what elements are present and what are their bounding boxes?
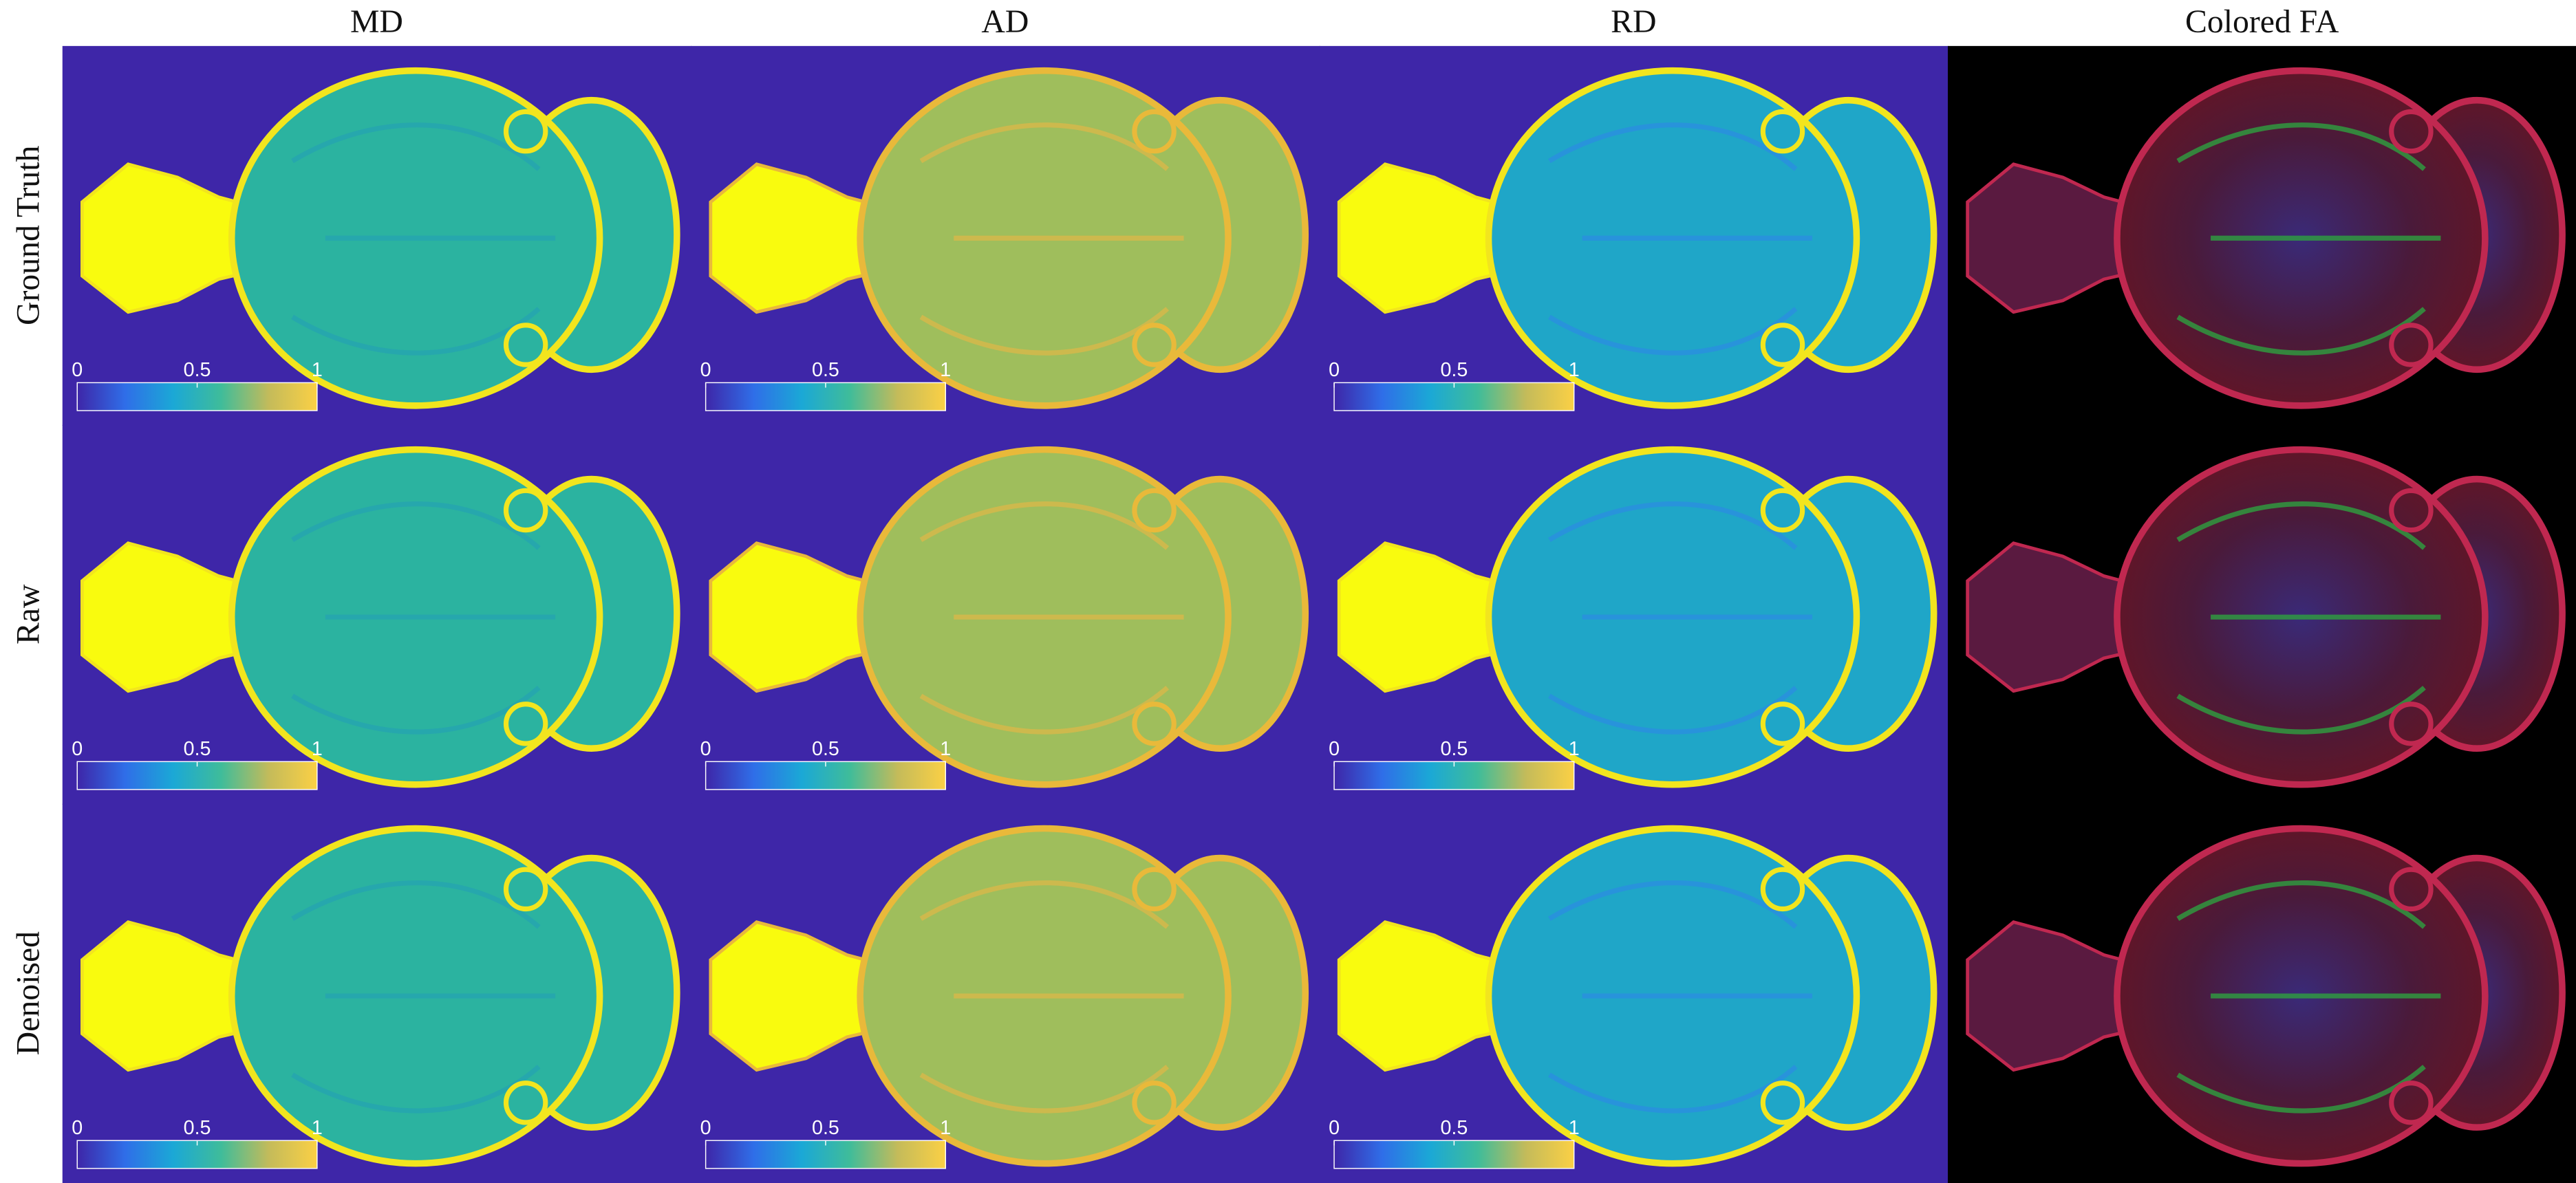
colorbar-tick-label: 1 (940, 1117, 951, 1139)
column-header: MD (350, 3, 403, 40)
colorbar-tick-label: 0.5 (184, 359, 211, 381)
colorbar-tick-label: 0.5 (1440, 359, 1468, 381)
brain-structure (503, 488, 548, 533)
colorbar-tick-label: 1 (312, 738, 323, 760)
image-panel: 0 0.5 1 (691, 803, 1320, 1183)
image-panel (1947, 424, 2576, 805)
image-panel: 0 0.5 1 (691, 45, 1320, 426)
brain-structure (2389, 323, 2434, 367)
brain-structure (1132, 702, 1177, 746)
column-header: Colored FA (2185, 3, 2339, 40)
row-label: Raw (10, 584, 46, 644)
brain-structure (1760, 702, 1805, 746)
brain-structure (503, 1081, 548, 1125)
colorbar-tick-label: 1 (1569, 359, 1580, 381)
colorbar-tick-label: 0 (72, 359, 83, 381)
brain-structure (2389, 702, 2434, 746)
colorbar-tick-label: 0 (1329, 738, 1340, 760)
brain-structure (503, 323, 548, 367)
brain-structure (1760, 488, 1805, 533)
image-panel: 0 0.5 1 (62, 424, 692, 805)
colorbar (1333, 761, 1575, 790)
colorbar-tick-label: 1 (312, 1117, 323, 1139)
colorbar-tick-label: 1 (1569, 738, 1580, 760)
colorbar-tick-label: 0.5 (812, 738, 839, 760)
row-label: Denoised (10, 931, 46, 1055)
column-header: AD (981, 3, 1029, 40)
brain-structure (2389, 488, 2434, 533)
colorbar-tick-label: 0.5 (812, 359, 839, 381)
colorbar-tick-label: 0 (72, 1117, 83, 1139)
colorbar-tick-label: 0.5 (184, 1117, 211, 1139)
row-label: Ground Truth (10, 146, 46, 325)
image-panel: 0 0.5 1 (1319, 803, 1949, 1183)
colorbar-tick-label: 0 (1329, 1117, 1340, 1139)
brain-structure (2389, 1081, 2434, 1125)
colorbar-tick-label: 0 (700, 738, 711, 760)
image-panel: 0 0.5 1 (1319, 424, 1949, 805)
colorbar-tick-label: 1 (940, 738, 951, 760)
colorbar-tick-label: 1 (1569, 1117, 1580, 1139)
brain-structure (503, 109, 548, 154)
brain-structure (1760, 323, 1805, 367)
colorbar-tick-label: 1 (940, 359, 951, 381)
brain-structure (1760, 1081, 1805, 1125)
brain-structure (503, 867, 548, 912)
colorbar-tick-label: 0.5 (1440, 738, 1468, 760)
colorbar-tick-label: 0 (72, 738, 83, 760)
colorbar-tick-label: 0.5 (812, 1117, 839, 1139)
brain-structure (1760, 867, 1805, 912)
colorbar-tick-label: 0 (700, 359, 711, 381)
image-panel: 0 0.5 1 (691, 424, 1320, 805)
brain-structure (1132, 109, 1177, 154)
brain-structure (2389, 109, 2434, 154)
column-header: RD (1611, 3, 1656, 40)
colorbar-tick-label: 0 (700, 1117, 711, 1139)
image-panel: 0 0.5 1 (62, 45, 692, 426)
image-panel: 0 0.5 1 (62, 803, 692, 1183)
colorbar-tick-label: 0 (1329, 359, 1340, 381)
brain-structure (2389, 867, 2434, 912)
colorbar-tick-label: 0.5 (184, 738, 211, 760)
colorbar-tick-label: 0.5 (1440, 1117, 1468, 1139)
colorbar-tick-label: 1 (312, 359, 323, 381)
brain-structure (1132, 867, 1177, 912)
brain-structure (1132, 488, 1177, 533)
brain-structure (1760, 109, 1805, 154)
brain-structure (1132, 323, 1177, 367)
colorbar (76, 382, 318, 411)
image-panel (1947, 45, 2576, 426)
brain-structure (503, 702, 548, 746)
brain-structure (1132, 1081, 1177, 1125)
image-panel: 0 0.5 1 (1319, 45, 1949, 426)
image-panel (1947, 803, 2576, 1183)
